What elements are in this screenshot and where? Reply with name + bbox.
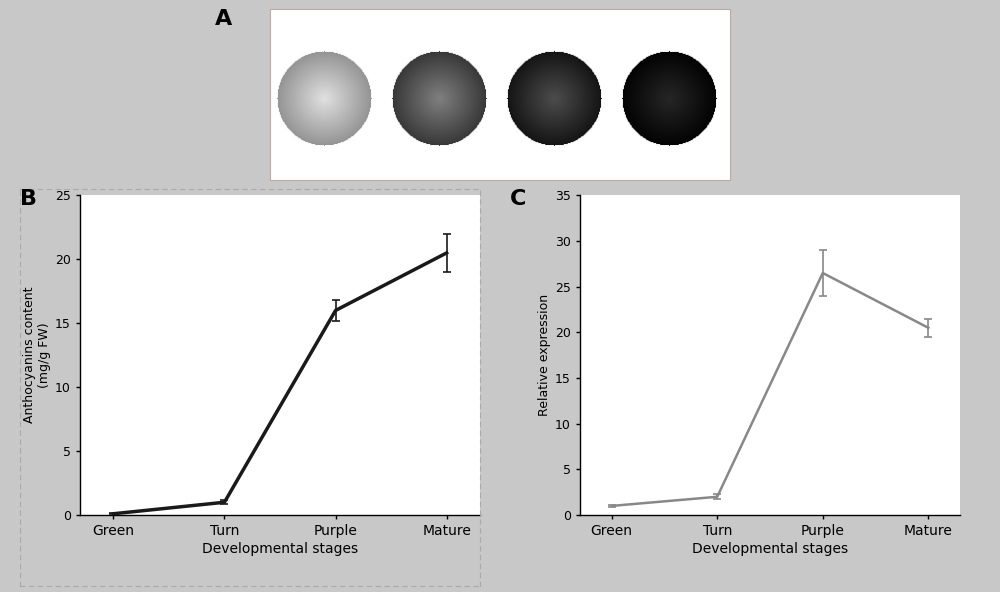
X-axis label: Developmental stages: Developmental stages [202, 542, 358, 556]
Text: C: C [510, 189, 526, 210]
Text: B: B [20, 189, 37, 210]
FancyBboxPatch shape [270, 9, 730, 180]
Y-axis label: Relative expression: Relative expression [538, 294, 551, 416]
X-axis label: Developmental stages: Developmental stages [692, 542, 848, 556]
Text: A: A [215, 9, 232, 30]
Y-axis label: Anthocyanins content
(mg/g FW): Anthocyanins content (mg/g FW) [23, 287, 51, 423]
